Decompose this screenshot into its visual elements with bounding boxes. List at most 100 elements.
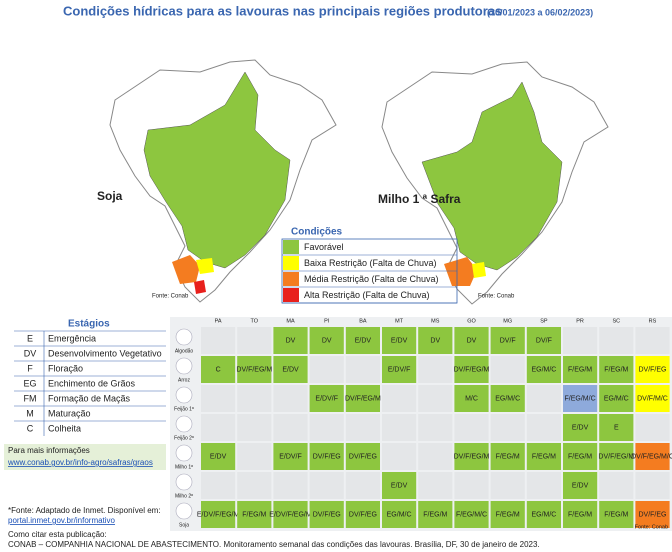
cell-text: M/C: [465, 395, 478, 402]
cell-text: F/EG/M: [568, 453, 592, 460]
column-header: TO: [251, 318, 259, 324]
table-cell: [454, 501, 489, 528]
cell-text: DV: [467, 337, 477, 344]
table-cell: [490, 327, 525, 354]
crop-icon: [175, 473, 193, 491]
table-cell: [454, 414, 489, 441]
map-source: Fonte: Conab: [478, 294, 515, 300]
cell-text: EG/M/C: [604, 395, 629, 402]
cell-text: C: [216, 366, 221, 373]
source-link[interactable]: portal.inmet.gov.br/informativo: [8, 516, 116, 525]
table-cell: [273, 356, 308, 383]
info-link[interactable]: www.conab.gov.br/info-agro/safras/graos: [7, 458, 153, 467]
table-cell: [418, 501, 453, 528]
table-cell: [418, 443, 453, 470]
cell-text: F/EG/M: [568, 366, 592, 373]
table-cell: [454, 327, 489, 354]
cell-text: E/DV: [572, 424, 589, 431]
column-header: BA: [359, 318, 367, 324]
table-cell: [382, 385, 417, 412]
cell-text: E/DV/F: [315, 395, 338, 402]
crop-label: Milho 2ª: [175, 493, 193, 499]
table-cell: [273, 443, 308, 470]
stage-code: FM: [24, 393, 37, 403]
table-cell: [635, 501, 670, 528]
table-source: Fonte: Conab: [635, 524, 668, 530]
legend-swatch: [283, 256, 299, 270]
cell-text: E/DV/F/EG/M: [197, 511, 240, 518]
map-label: Milho 1 ª Safra: [378, 192, 461, 206]
map-label: Soja: [97, 189, 123, 203]
cite-text: CONAB – COMPANHIA NACIONAL DE ABASTECIME…: [8, 540, 540, 549]
cell-text: DV/F/EG/M/C: [631, 453, 672, 460]
legend-title: Condições: [291, 227, 343, 238]
table-cell: [345, 472, 380, 499]
table-cell: [237, 385, 272, 412]
table-cell: [309, 327, 344, 354]
column-header: SC: [612, 318, 620, 324]
stage-code: E: [27, 333, 33, 343]
table-cell: [563, 356, 598, 383]
column-header: PA: [215, 318, 222, 324]
table-cell: [309, 501, 344, 528]
table-cell: [635, 327, 670, 354]
table-cell: [309, 356, 344, 383]
table-cell: [309, 472, 344, 499]
table-cell: [635, 443, 670, 470]
stage-code: DV: [24, 348, 37, 358]
table-cell: [382, 327, 417, 354]
table-cell: [273, 501, 308, 528]
cell-text: F/EG/M: [604, 366, 628, 373]
cell-text: DV/F/EG: [313, 453, 341, 460]
cell-text: EG/M/C: [531, 511, 556, 518]
table-cell: [237, 414, 272, 441]
cell-text: E/DV: [391, 482, 408, 489]
stage-name: Desenvolvimento Vegetativo: [48, 348, 162, 358]
table-cell: [309, 385, 344, 412]
cell-text: EG/M/C: [531, 366, 556, 373]
table-cell: [382, 501, 417, 528]
cell-text: E/DV/F: [388, 366, 411, 373]
table-cell: [526, 443, 561, 470]
column-header: PR: [576, 318, 584, 324]
table-cell: [635, 385, 670, 412]
crop-label: Milho 1ª: [175, 464, 193, 470]
table-cell: [490, 472, 525, 499]
cell-text: DV: [430, 337, 440, 344]
table-cell: [599, 327, 634, 354]
table-cell: [563, 385, 598, 412]
cell-text: DV/F/EG: [313, 511, 341, 518]
table-cell: [635, 472, 670, 499]
cell-text: F/EG/M: [496, 453, 520, 460]
stage-name: Floração: [48, 363, 83, 373]
legend-label: Favorável: [304, 242, 344, 252]
stage-code: EG: [23, 378, 36, 388]
table-cell: [490, 414, 525, 441]
table-cell: [273, 414, 308, 441]
table-cell: [382, 443, 417, 470]
table-cell: [599, 385, 634, 412]
table-cell: [599, 356, 634, 383]
map-medium: [172, 255, 200, 284]
table-cell: [599, 501, 634, 528]
crop-label: Feijão 2ª: [174, 435, 194, 441]
cell-text: E/DV: [355, 337, 372, 344]
map-favorable: [421, 81, 563, 271]
stage-name: Colheita: [48, 423, 81, 433]
table-cell: [201, 414, 236, 441]
table-cell: [309, 414, 344, 441]
crop-label: Algodão: [175, 348, 194, 354]
stage-code: M: [26, 408, 34, 418]
column-header: RS: [649, 318, 657, 324]
crop-label: Arroz: [178, 377, 190, 383]
table-cell: [526, 472, 561, 499]
cell-text: DV: [286, 337, 296, 344]
map-soja: [109, 59, 337, 303]
stage-name: Emergência: [48, 333, 96, 343]
cell-text: E/DV: [282, 366, 299, 373]
table-cell: [563, 443, 598, 470]
cell-text: DV/F/EG/M: [598, 453, 634, 460]
legend-swatch: [283, 288, 299, 302]
stages: Estágios E Emergência DV Desenvolvimento Ve…: [14, 319, 166, 436]
column-header: GO: [467, 318, 476, 324]
